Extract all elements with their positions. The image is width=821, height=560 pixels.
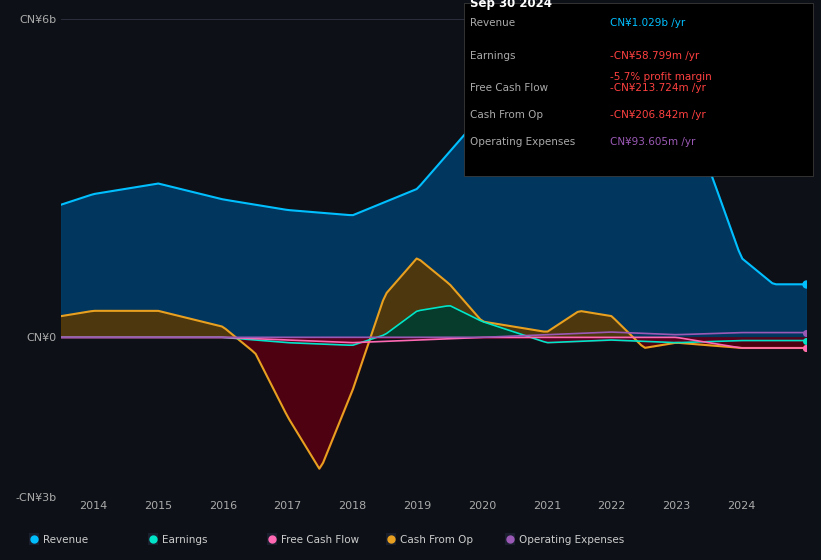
- Text: Free Cash Flow: Free Cash Flow: [470, 83, 548, 93]
- Text: Earnings: Earnings: [470, 50, 516, 60]
- Text: Revenue: Revenue: [470, 18, 516, 28]
- Text: Earnings: Earnings: [162, 535, 207, 545]
- Text: -CN¥206.842m /yr: -CN¥206.842m /yr: [610, 110, 706, 120]
- Text: CN¥93.605m /yr: CN¥93.605m /yr: [610, 137, 695, 147]
- Text: -5.7% profit margin: -5.7% profit margin: [610, 72, 712, 82]
- Text: Free Cash Flow: Free Cash Flow: [281, 535, 359, 545]
- Text: CN¥1.029b /yr: CN¥1.029b /yr: [610, 18, 686, 28]
- Text: Revenue: Revenue: [43, 535, 88, 545]
- Text: Operating Expenses: Operating Expenses: [470, 137, 576, 147]
- Text: -CN¥213.724m /yr: -CN¥213.724m /yr: [610, 83, 706, 93]
- Text: Operating Expenses: Operating Expenses: [519, 535, 624, 545]
- Text: Sep 30 2024: Sep 30 2024: [470, 0, 553, 10]
- Text: -CN¥58.799m /yr: -CN¥58.799m /yr: [610, 50, 699, 60]
- Text: Cash From Op: Cash From Op: [470, 110, 544, 120]
- Text: Cash From Op: Cash From Op: [400, 535, 473, 545]
